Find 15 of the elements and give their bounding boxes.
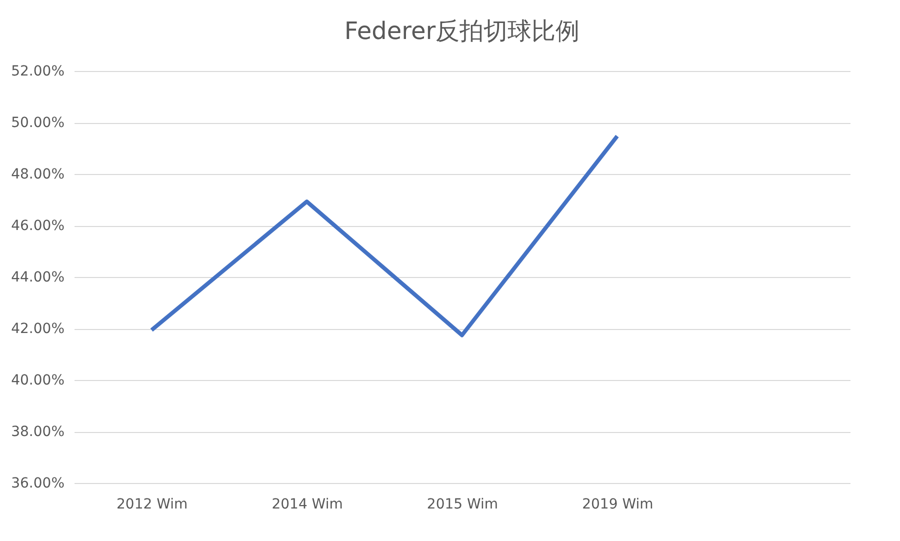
y-tick-label: 36.00% <box>11 476 64 492</box>
line-series <box>150 134 620 338</box>
y-tick-label: 46.00% <box>11 218 64 234</box>
chart-title: Federer反拍切球比例 <box>344 17 580 45</box>
y-tick-label: 44.00% <box>11 270 64 286</box>
x-tick-label: 2012 Wim <box>116 496 188 512</box>
y-tick-label: 38.00% <box>11 424 64 440</box>
y-tick-label: 50.00% <box>11 115 64 131</box>
x-tick-label: 2014 Wim <box>272 496 343 512</box>
y-tick-label: 52.00% <box>11 64 64 80</box>
x-tick-label: 2019 Wim <box>582 496 654 512</box>
y-tick-label: 48.00% <box>11 166 64 182</box>
y-tick-label: 42.00% <box>11 321 64 337</box>
y-tick-label: 40.00% <box>11 372 64 388</box>
x-tick-label: 2015 Wim <box>426 496 498 512</box>
